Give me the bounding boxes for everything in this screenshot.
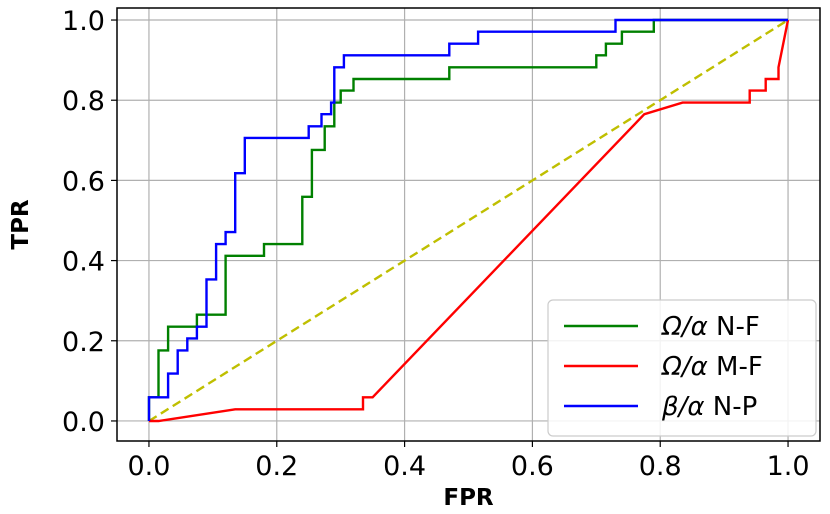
y-tick-label: 0.6 bbox=[62, 166, 105, 197]
x-axis-label: FPR bbox=[443, 485, 494, 511]
legend: Ω/α N-FΩ/α M-Fβ/α N-P bbox=[547, 299, 817, 437]
legend-entry-name: N-P bbox=[705, 392, 758, 422]
x-tick-label: 0.2 bbox=[255, 451, 298, 482]
legend-entry-name: M-F bbox=[708, 352, 763, 382]
legend-entry-symbol: Ω/α bbox=[661, 352, 708, 382]
legend-entry-label: Ω/α M-F bbox=[661, 352, 763, 382]
y-tick-label: 0.2 bbox=[62, 327, 105, 358]
x-tick-label: 1.0 bbox=[767, 451, 810, 482]
y-tick-label: 0.8 bbox=[62, 86, 105, 117]
y-tick-label: 1.0 bbox=[62, 6, 105, 37]
legend-entry-label: β/α N-P bbox=[661, 392, 757, 422]
y-tick-label: 0.0 bbox=[62, 407, 105, 438]
x-tick-label: 0.0 bbox=[127, 451, 170, 482]
omega-nf-line bbox=[147, 18, 788, 421]
legend-entry-symbol: β/α bbox=[661, 392, 705, 422]
axis-ticks: 0.0 0.2 0.4 0.6 0.8 1.0 0.0 0.2 0.4 0.6 0.8 1.0 bbox=[62, 6, 809, 482]
x-tick-label: 0.8 bbox=[639, 451, 682, 482]
legend-entry-name: N-F bbox=[708, 312, 760, 342]
plot-frame bbox=[116, 7, 821, 442]
legend-box bbox=[547, 299, 817, 437]
series-lines bbox=[147, 18, 790, 423]
x-tick-label: 0.4 bbox=[383, 451, 426, 482]
beta-np-line bbox=[147, 18, 788, 421]
legend-entry-symbol: Ω/α bbox=[661, 312, 708, 342]
y-tick-label: 0.4 bbox=[62, 247, 105, 278]
legend-entry-label: Ω/α N-F bbox=[661, 312, 760, 342]
y-axis-label: TPR bbox=[8, 199, 34, 250]
x-tick-label: 0.6 bbox=[511, 451, 554, 482]
omega-mf-line bbox=[149, 19, 790, 423]
